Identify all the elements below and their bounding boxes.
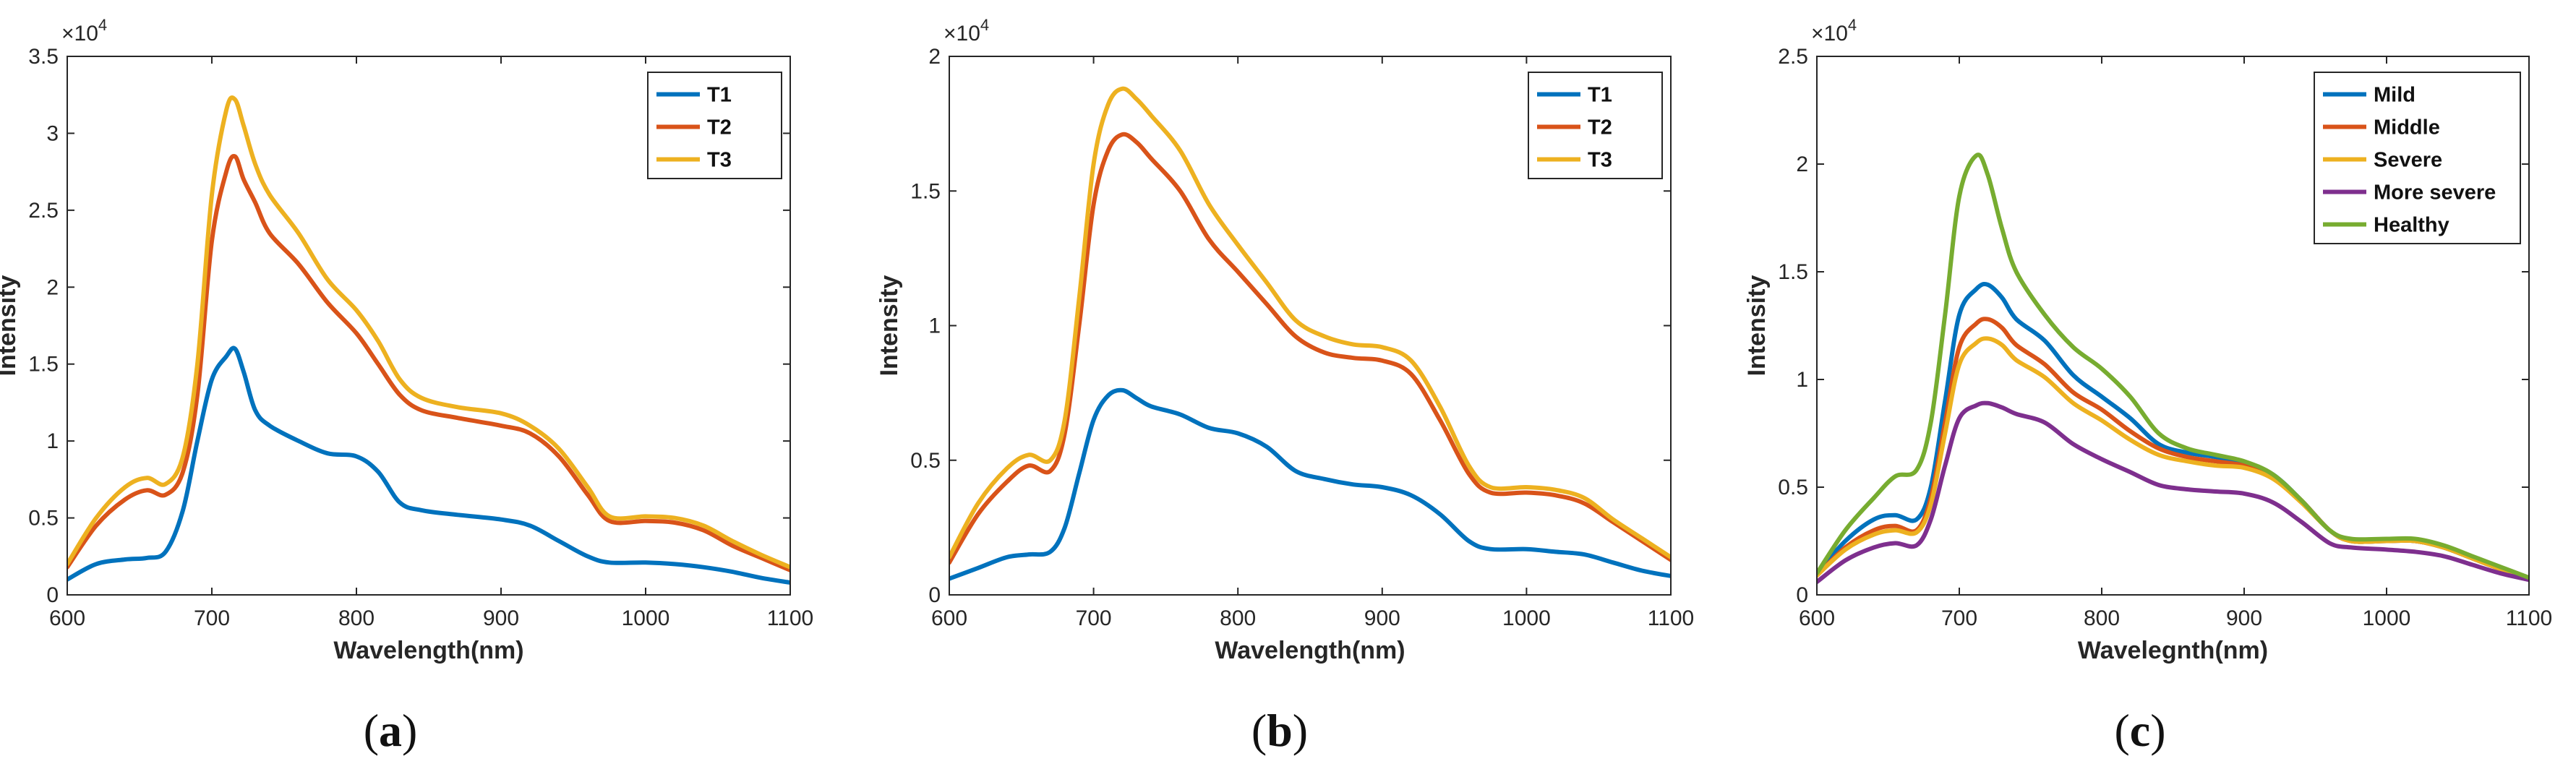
y-multiplier-base: ×10	[61, 22, 98, 46]
legend: T1 T2 T3	[1528, 72, 1663, 179]
series-line-t1	[949, 387, 1671, 581]
y-multiplier-exponent: 4	[1848, 16, 1857, 34]
panel-caption-open: (	[1251, 705, 1267, 756]
y-multiplier-exponent: 4	[98, 16, 107, 34]
legend-label: T3	[1588, 149, 1612, 172]
y-tick-label: 2	[1796, 153, 1808, 176]
y-tick-label: 1	[928, 314, 941, 338]
y-tick-label: 3.5	[28, 45, 59, 69]
y-tick-label: 0.5	[28, 507, 59, 531]
x-tick-label: 1100	[767, 606, 814, 630]
x-tick-label: 600	[49, 606, 85, 630]
legend-label: T2	[1588, 116, 1612, 140]
x-tick-label: 900	[483, 606, 519, 630]
x-tick-label: 800	[1220, 606, 1256, 630]
x-axis-label: Wavelength(nm)	[1215, 637, 1405, 664]
x-tick-label: 900	[1364, 606, 1400, 630]
panel-caption-close: )	[1293, 705, 1308, 756]
series-lines	[67, 95, 790, 585]
panel-caption-close: )	[2150, 705, 2165, 756]
y-axis-label: Intensity	[1743, 275, 1771, 377]
y-tick-label: 0	[928, 583, 941, 607]
panel-caption: (c)	[2114, 705, 2165, 756]
x-tick-label: 1000	[2363, 606, 2411, 630]
y-tick-label: 1.5	[910, 179, 941, 203]
y-tick-label: 0	[46, 583, 59, 607]
y-tick-label: 2	[46, 275, 59, 299]
legend-label: More severe	[2374, 181, 2496, 205]
panel-caption: (a)	[364, 705, 418, 756]
panel-caption-open: (	[364, 705, 379, 756]
series-line-severe	[1817, 336, 2529, 580]
chart-panel-b: 600 700 800 900 1000 1100 0 0.5 1 1.5 2×104 Wavelen…	[876, 16, 1694, 756]
y-tick-label: 2	[928, 45, 941, 69]
legend-label: T1	[707, 84, 732, 107]
x-tick-label: 600	[931, 606, 967, 630]
y-tick-label: 0	[1796, 583, 1808, 607]
legend-label: T3	[707, 149, 732, 172]
panel-caption-letter: b	[1267, 705, 1293, 756]
series-lines	[1817, 153, 2529, 585]
y-multiplier-base: ×10	[1811, 22, 1848, 46]
series-line-more-severe	[1817, 400, 2529, 585]
y-tick-label: 0.5	[1778, 476, 1808, 499]
y-tick-label: 2.5	[1778, 45, 1808, 69]
y-axis-label: Intensity	[0, 275, 21, 377]
legend-label: T2	[707, 116, 732, 140]
legend: Mild Middle Severe More severe Healthy	[2314, 72, 2521, 244]
x-tick-label: 1100	[2506, 606, 2553, 630]
x-tick-label: 1100	[1648, 606, 1695, 630]
axes-box	[1816, 56, 2530, 596]
x-tick-label: 600	[1799, 606, 1835, 630]
y-multiplier-base: ×10	[943, 22, 980, 46]
y-tick-label: 1	[1796, 368, 1808, 392]
legend-label: Middle	[2374, 116, 2440, 140]
x-tick-label: 700	[194, 606, 230, 630]
x-axis-label: Wavelegnth(nm)	[2078, 637, 2268, 664]
series-line-t3	[67, 95, 790, 570]
series-lines	[949, 86, 1671, 581]
x-tick-label: 1000	[1502, 606, 1551, 630]
panel-caption-letter: a	[379, 705, 402, 756]
axes-box	[67, 56, 791, 596]
y-tick-label: 1.5	[1778, 260, 1808, 284]
x-tick-label: 1000	[622, 606, 670, 630]
x-tick-label: 800	[2084, 606, 2120, 630]
legend-label: Mild	[2374, 84, 2415, 107]
series-line-t3	[949, 86, 1671, 559]
x-tick-label: 700	[1076, 606, 1112, 630]
panel-caption-close: )	[402, 705, 417, 756]
x-tick-label: 700	[1941, 606, 1977, 630]
y-tick-label: 3	[46, 121, 59, 145]
x-axis-label: Wavelength(nm)	[333, 637, 523, 664]
series-line-healthy	[1817, 153, 2529, 580]
y-multiplier: ×104	[943, 16, 989, 46]
y-tick-label: 1	[46, 429, 59, 453]
chart-panel-a: 600 700 800 900 1000 1100 0 0.5 1 1.5 2 2.5 3 3.5×104…	[0, 16, 813, 756]
y-tick-label: 2.5	[28, 199, 59, 223]
y-tick-label: 1.5	[28, 353, 59, 377]
x-tick-label: 900	[2226, 606, 2262, 630]
series-line-t2	[67, 154, 790, 572]
x-tick-label: 800	[338, 606, 375, 630]
y-multiplier-exponent: 4	[980, 16, 989, 34]
y-tick-label: 0.5	[910, 449, 941, 473]
legend-label: Healthy	[2374, 214, 2449, 237]
y-axis-label: Intensity	[876, 275, 903, 377]
legend: T1 T2 T3	[647, 72, 782, 179]
panel-caption-open: (	[2114, 705, 2129, 756]
y-multiplier: ×104	[1811, 16, 1857, 46]
series-line-t1	[67, 345, 790, 585]
panel-caption: (b)	[1251, 705, 1308, 756]
legend-label: T1	[1588, 84, 1612, 107]
y-multiplier: ×104	[61, 16, 107, 46]
series-line-t2	[949, 132, 1671, 565]
chart-panel-c: 600 700 800 900 1000 1100 0 0.5 1 1.5 2 2.5×104 Wave…	[1743, 16, 2552, 756]
legend-label: Severe	[2374, 149, 2442, 172]
panel-caption-letter: c	[2130, 705, 2150, 756]
